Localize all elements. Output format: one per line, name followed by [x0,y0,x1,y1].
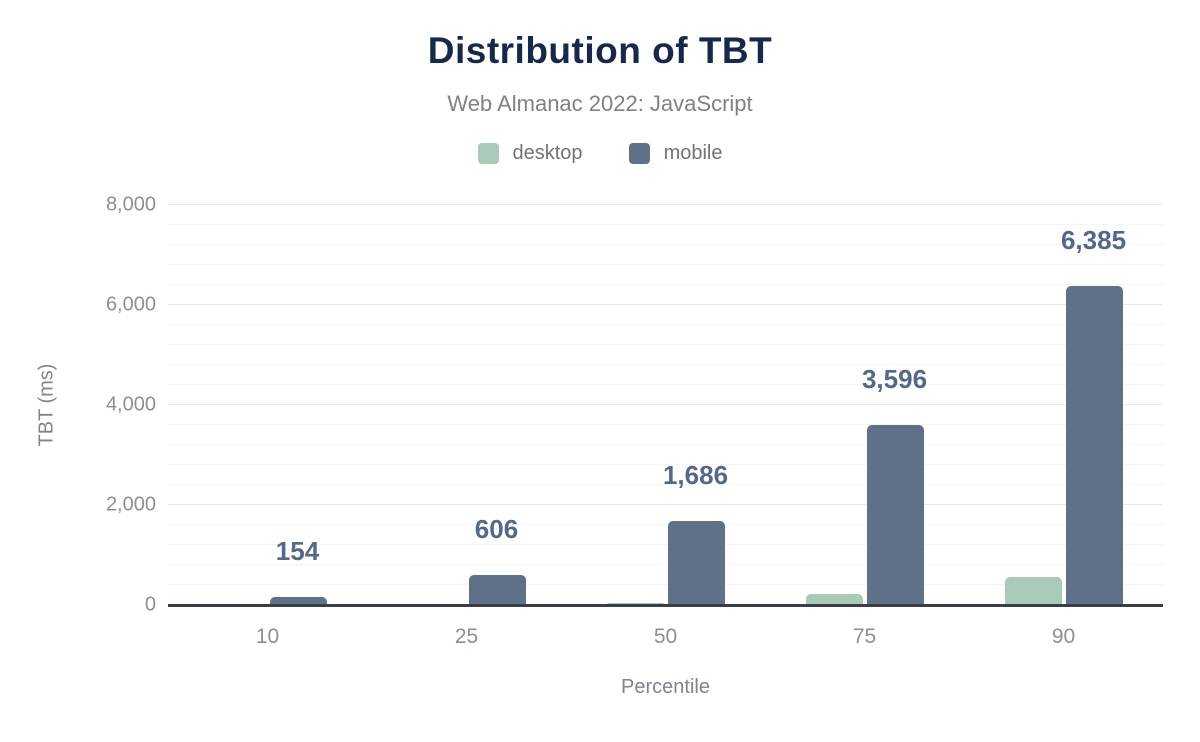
y-tick-label: 0 [144,593,156,616]
gridline [168,564,1163,565]
chart-subtitle: Web Almanac 2022: JavaScript [447,91,753,116]
gridline [168,424,1163,425]
gridline [168,364,1163,365]
value-label: 154 [275,536,320,567]
gridline [168,504,1163,505]
value-label: 6,385 [1060,224,1127,255]
desktop-bar [606,602,664,605]
value-label: 606 [474,513,519,544]
y-axis-title: TBT (ms) [35,363,58,447]
y-tick-label: 8,000 [105,193,156,216]
bar-groups: 154 10 606 25 1,686 50 3,596 75 6,385 90 [168,205,1163,648]
gridline [168,344,1163,345]
legend-swatch-desktop-icon [477,143,499,164]
legend-swatch-mobile-icon [628,143,650,164]
y-tick-label: 2,000 [105,493,156,516]
gridline [168,464,1163,465]
gridline [168,544,1163,545]
gridline [168,324,1163,325]
gridline [168,304,1163,305]
gridline [168,524,1163,525]
x-axis-title: Percentile [621,676,710,698]
plot-area: 0 2,000 4,000 6,000 8,000 TBT (ms) 154 10 606 2… [36,194,1163,648]
y-tick-label: 6,000 [105,293,156,316]
x-tick-label: 90 [1051,625,1076,648]
gridline [168,384,1163,385]
gridline [168,404,1163,405]
legend: desktop mobile [0,142,1200,165]
gridline [168,244,1163,245]
bar-group: 606 25 [367,205,566,648]
mobile-bar [1065,285,1123,605]
bar-pair [765,205,964,605]
bar-pair [367,205,566,605]
x-tick-label: 50 [653,625,678,648]
bar-pair [964,205,1163,605]
bar-group: 1,686 50 [566,205,765,648]
legend-label-desktop: desktop [512,142,583,164]
x-tick-label: 25 [454,625,479,648]
desktop-bar [1004,577,1062,605]
value-label: 1,686 [662,459,729,490]
y-tick-label: 4,000 [105,393,156,416]
mobile-bar [468,574,526,605]
gridline [168,204,1163,205]
mobile-bar [269,597,327,605]
gridline [168,444,1163,445]
bar-group: 3,596 75 [765,205,964,648]
x-axis-line [168,604,1163,607]
chart-title: Distribution of TBT [427,30,773,71]
gridline [168,284,1163,285]
mobile-bar [866,425,924,605]
legend-item-mobile: mobile [628,142,723,165]
x-tick-label: 75 [852,625,877,648]
gridline [168,484,1163,485]
bar-pair [168,205,367,605]
gridline [168,264,1163,265]
gridline [168,584,1163,585]
mobile-bar [667,520,725,605]
gridline [168,224,1163,225]
value-label: 3,596 [861,364,928,395]
bar-pair [566,205,765,605]
desktop-bar [805,594,863,605]
bar-group: 6,385 90 [964,205,1163,648]
legend-item-desktop: desktop [477,142,583,165]
bar-group: 154 10 [168,205,367,648]
legend-label-mobile: mobile [663,142,723,164]
x-tick-label: 10 [255,625,280,648]
